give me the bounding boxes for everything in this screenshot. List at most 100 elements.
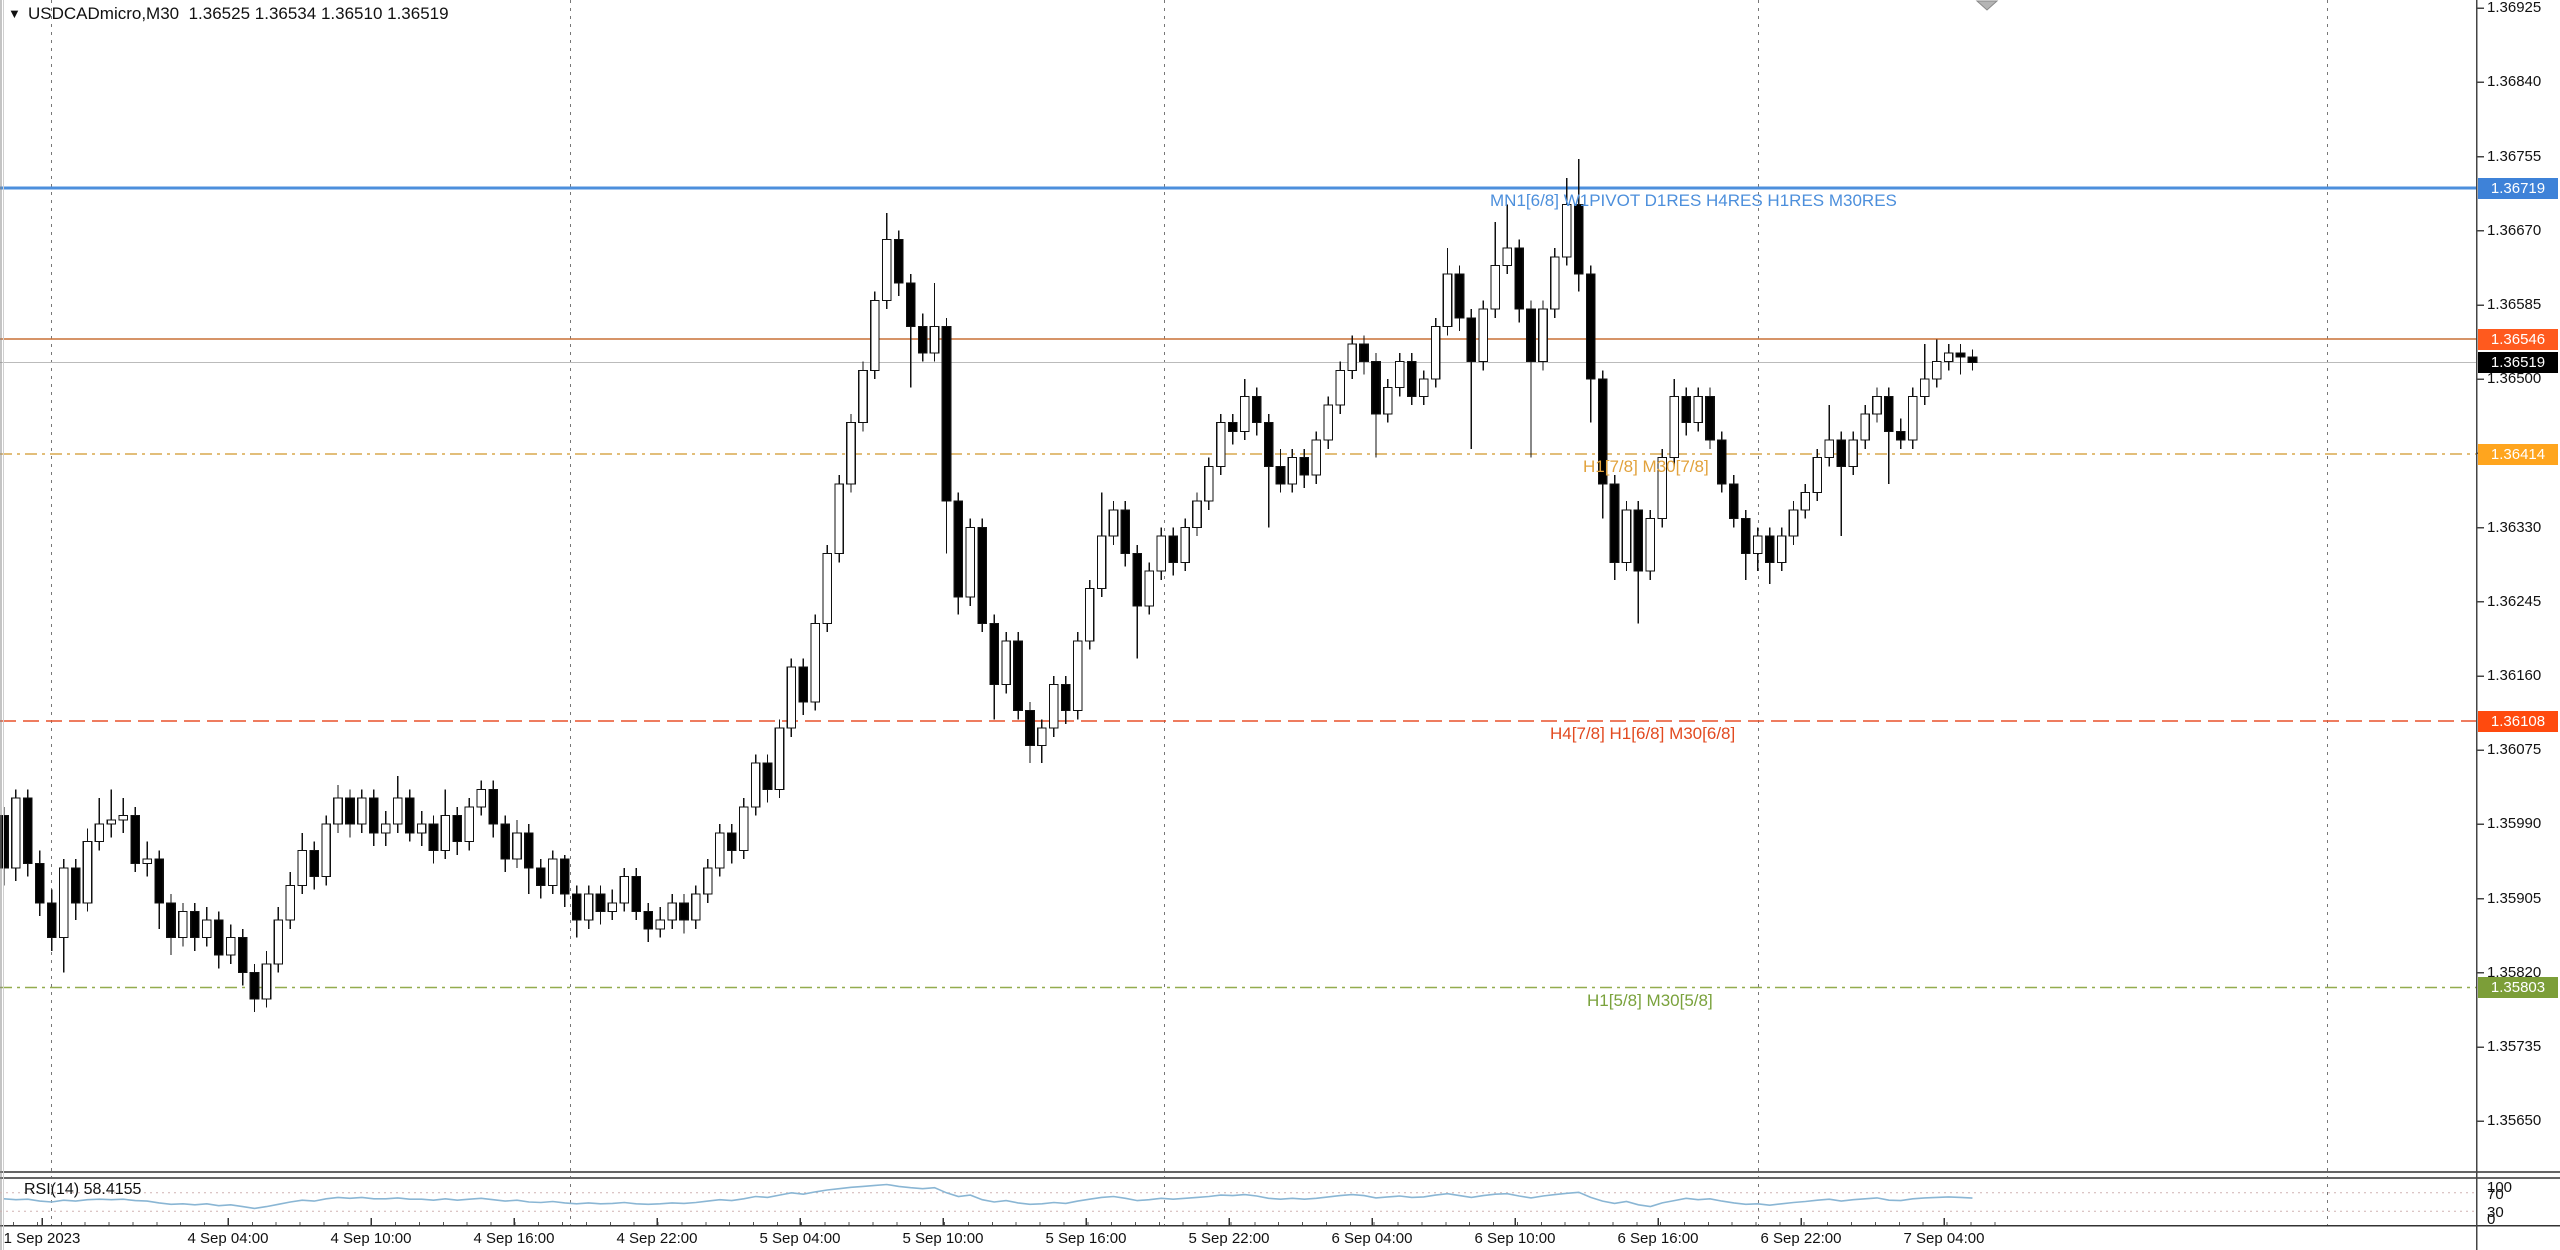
bear-candle-body — [1227, 421, 1238, 433]
time-tick-label: 4 Sep 04:00 — [187, 1230, 269, 1247]
bear-candle-body — [571, 893, 582, 921]
bear-candle-body — [1025, 709, 1035, 747]
bull-candle-body — [440, 814, 451, 852]
bull-candle-body — [1812, 456, 1823, 494]
bull-candle-body — [1323, 404, 1334, 441]
time-tick-label: 1 Sep 2023 — [3, 1230, 81, 1247]
bull-candle-body — [1943, 352, 1954, 363]
bear-candle-body — [1955, 352, 1966, 358]
bear-candle-body — [559, 858, 570, 895]
bear-candle-body — [190, 910, 200, 939]
bear-candle-body — [679, 902, 689, 921]
bull-candle-body — [1180, 526, 1190, 564]
price-tick-label: 1.35650 — [2487, 1112, 2542, 1129]
bull-candle-body — [1216, 421, 1226, 468]
bear-candle-body — [1764, 535, 1775, 564]
bear-candle-body — [23, 797, 33, 865]
chart-shift-marker-icon[interactable] — [1975, 0, 1999, 11]
bull-candle-body — [1287, 456, 1298, 485]
bear-candle-body — [905, 282, 916, 328]
bull-candle-body — [547, 858, 558, 887]
bear-candle-body — [1013, 640, 1023, 712]
bull-candle-body — [1860, 413, 1870, 441]
rsi-scale-label: 70 — [2487, 1186, 2504, 1203]
bear-candle-body — [428, 823, 439, 852]
bull-candle-body — [261, 963, 272, 1000]
time-tick-label: 6 Sep 10:00 — [1474, 1230, 1556, 1247]
level-price-badge: 1.35803 — [2478, 977, 2558, 998]
bear-candle-body — [798, 666, 809, 703]
bear-candle-body — [488, 788, 498, 825]
bear-candle-body — [1729, 483, 1739, 520]
bull-candle-body — [58, 867, 69, 939]
bear-candle-body — [130, 814, 141, 865]
bear-candle-body — [1168, 535, 1178, 564]
bull-candle-body — [142, 858, 152, 865]
level-price-badge: 1.36414 — [2478, 443, 2558, 465]
rsi-scale-label: 30 — [2487, 1204, 2504, 1221]
bear-candle-body — [643, 910, 654, 930]
price-tick-label: 1.36755 — [2487, 147, 2542, 165]
bull-candle-body — [1657, 456, 1668, 520]
time-tick-label: 5 Sep 22:00 — [1188, 1230, 1270, 1247]
bear-candle-body — [1371, 360, 1381, 415]
bull-candle-body — [1311, 439, 1322, 476]
bear-candle-body — [46, 902, 57, 939]
bull-candle-body — [1335, 369, 1345, 406]
bear-candle-body — [1705, 395, 1715, 441]
bear-candle-body — [1454, 273, 1465, 319]
bear-candle-body — [309, 849, 319, 878]
bull-candle-body — [106, 819, 117, 825]
bull-candle-body — [1907, 395, 1918, 441]
bear-candle-body — [1967, 356, 1978, 364]
rsi-scale-label: 100 — [2487, 1179, 2513, 1196]
bull-candle-body — [202, 919, 212, 939]
bull-candle-body — [786, 666, 797, 729]
bull-candle-body — [1550, 256, 1560, 310]
bear-candle-body — [1514, 247, 1524, 310]
bull-candle-body — [1347, 343, 1357, 372]
bear-candle-body — [1633, 509, 1644, 572]
bear-candle-body — [893, 238, 904, 284]
bull-candle-body — [1848, 439, 1858, 468]
bull-candle-body — [1430, 325, 1441, 380]
bull-candle-body — [1156, 535, 1167, 572]
time-tick-label: 4 Sep 16:00 — [473, 1230, 555, 1247]
bear-candle-body — [977, 526, 988, 625]
bull-candle-body — [1239, 395, 1250, 433]
price-tick-label: 1.35905 — [2487, 889, 2542, 907]
bull-candle-body — [392, 797, 403, 825]
bear-candle-body — [1585, 273, 1596, 380]
bid-price-badge: 1.36519 — [2478, 352, 2558, 373]
bear-candle-body — [1060, 683, 1071, 712]
bull-candle-body — [273, 919, 284, 965]
bear-candle-body — [1466, 317, 1477, 363]
bull-candle-body — [703, 867, 713, 895]
bear-candle-body — [631, 875, 642, 913]
bull-candle-body — [1072, 640, 1083, 712]
bear-candle-body — [369, 797, 379, 834]
bear-candle-body — [1526, 308, 1536, 363]
price-tick-label: 1.35820 — [2487, 963, 2542, 981]
rsi-scale-label: 0 — [2487, 1211, 2496, 1228]
bear-candle-body — [1359, 343, 1369, 363]
bull-candle-body — [178, 910, 188, 939]
pivot-line-label: H1[5/8] M30[5/8] — [1587, 990, 1713, 1010]
chart-title: USDCADmicro,M30 1.36525 1.36534 1.36510 … — [28, 4, 449, 24]
price-tick-label: 1.36075 — [2487, 741, 2542, 758]
bull-candle-body — [512, 832, 522, 860]
bull-candle-body — [1001, 640, 1011, 686]
time-tick-label: 5 Sep 16:00 — [1045, 1230, 1127, 1247]
symbol-dropdown-icon[interactable]: ▼ — [8, 6, 21, 21]
bull-candle-body — [380, 823, 391, 834]
bull-candle-body — [583, 893, 594, 921]
bear-candle-body — [1132, 552, 1143, 607]
bear-candle-body — [1884, 395, 1894, 433]
bull-candle-body — [285, 884, 296, 921]
bear-candle-body — [1717, 439, 1727, 485]
bull-candle-body — [655, 919, 665, 930]
price-tick-label: 1.36840 — [2487, 73, 2542, 90]
bear-candle-body — [345, 797, 355, 825]
